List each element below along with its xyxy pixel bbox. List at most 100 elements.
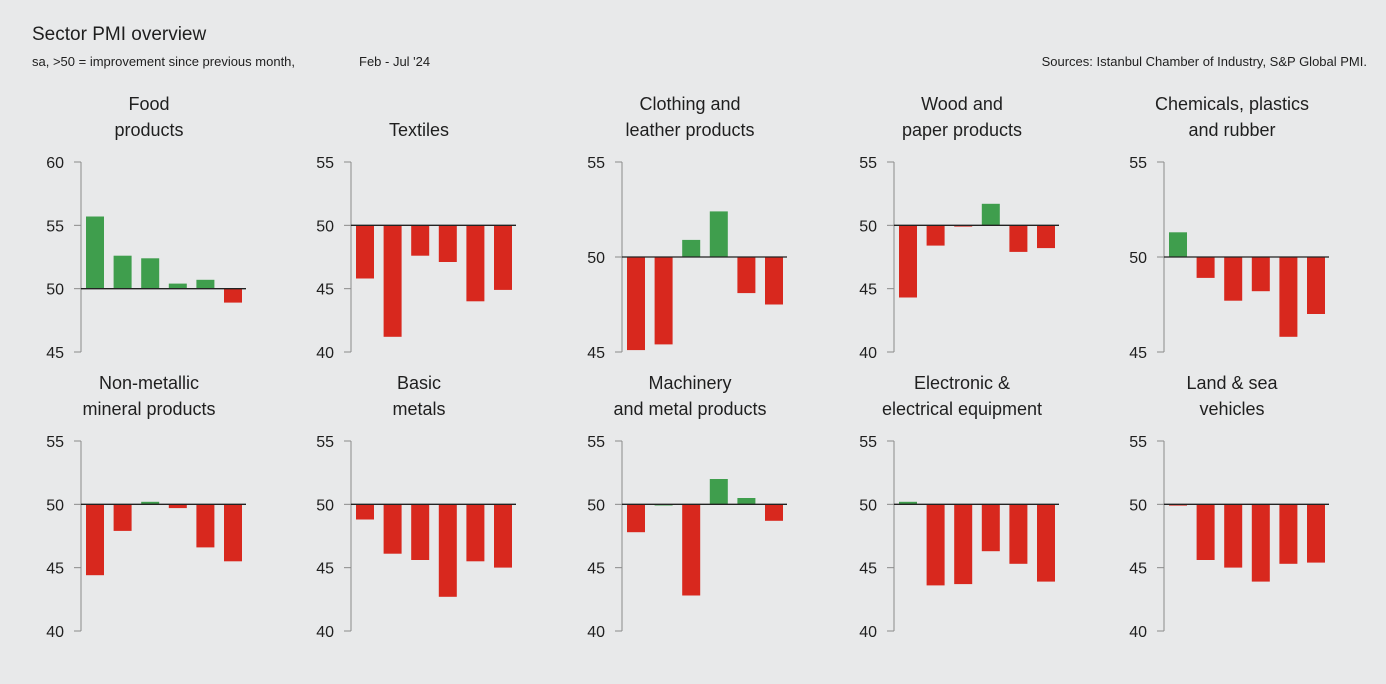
bar (168, 504, 187, 509)
bar (1224, 504, 1243, 568)
chart-title: and metal products (613, 399, 766, 419)
bar (1307, 257, 1325, 314)
chart-title: Machinery (648, 373, 731, 393)
bar (466, 225, 485, 302)
y-tick-label: 50 (587, 497, 605, 514)
page-subtitle: sa, >50 = improvement since previous mon… (32, 54, 296, 69)
bar (899, 225, 917, 298)
bar (224, 504, 242, 562)
bar (1037, 504, 1055, 582)
chart-title: paper products (902, 120, 1022, 140)
y-tick-label: 45 (587, 345, 605, 362)
y-tick-label: 50 (46, 282, 64, 299)
chart-title: Clothing and (639, 94, 740, 114)
chart-title: mineral products (82, 399, 215, 419)
bar (709, 479, 728, 505)
bar (981, 203, 1000, 226)
bar (954, 504, 973, 585)
y-tick-label: 55 (859, 155, 877, 172)
y-tick-label: 55 (1129, 155, 1147, 172)
bar (86, 504, 104, 576)
bar (1279, 257, 1298, 337)
bar (654, 257, 673, 345)
y-tick-label: 45 (1129, 561, 1147, 578)
chart-title: Food (128, 94, 169, 114)
bar (627, 257, 645, 351)
bar (682, 504, 701, 596)
y-tick-label: 55 (46, 218, 64, 235)
y-tick-label: 55 (316, 434, 334, 451)
chart-panel: Electronic & electrical equipment 40 45 50 55 (859, 373, 1059, 641)
bar (765, 257, 783, 305)
bar (1279, 504, 1298, 564)
y-tick-label: 40 (587, 624, 605, 641)
chart-title: Land & sea (1186, 373, 1278, 393)
y-tick-label: 55 (587, 434, 605, 451)
chart-panel: Textiles 40 45 50 55 (316, 120, 516, 362)
bar (196, 504, 215, 548)
y-tick-label: 45 (859, 561, 877, 578)
chart-panel: Wood and paper products 40 45 50 55 (859, 94, 1059, 362)
bar (196, 279, 215, 289)
y-tick-label: 50 (316, 218, 334, 235)
y-tick-label: 45 (46, 561, 64, 578)
bar (737, 257, 756, 294)
bar (1307, 504, 1325, 563)
chart-panel: Clothing and leather products 45 50 55 (587, 94, 787, 362)
y-tick-label: 45 (859, 282, 877, 299)
chart-title: Basic (397, 373, 441, 393)
chart-panel: Non-metallic mineral products 40 45 50 55 (46, 373, 246, 641)
y-tick-label: 40 (46, 624, 64, 641)
y-tick-label: 45 (316, 282, 334, 299)
bar (141, 258, 160, 289)
chart-title: Chemicals, plastics (1155, 94, 1309, 114)
bar (224, 288, 242, 303)
y-tick-label: 50 (587, 250, 605, 267)
bar (899, 501, 917, 505)
chart-title: electrical equipment (882, 399, 1042, 419)
y-tick-label: 50 (859, 218, 877, 235)
y-tick-label: 40 (859, 345, 877, 362)
bar (356, 225, 374, 279)
chart-title: leather products (625, 120, 754, 140)
bar (765, 504, 783, 521)
period-label: Feb - Jul '24 (359, 54, 431, 69)
source-note: Sources: Istanbul Chamber of Industry, S… (1041, 54, 1367, 69)
chart-panel: Chemicals, plastics and rubber 45 50 55 (1129, 94, 1329, 362)
bar (1009, 225, 1028, 252)
bar (168, 283, 187, 289)
page-title: Sector PMI overview (32, 24, 207, 45)
y-tick-label: 55 (46, 434, 64, 451)
y-tick-label: 45 (46, 345, 64, 362)
y-tick-label: 60 (46, 155, 64, 172)
y-tick-label: 50 (316, 497, 334, 514)
chart-panel: Food products 45 50 55 60 (46, 94, 246, 362)
bar (383, 225, 402, 337)
bar (627, 504, 645, 533)
bar (1196, 504, 1215, 560)
chart-panel: Land & sea vehicles 40 45 50 55 (1129, 373, 1329, 641)
bar (981, 504, 1000, 552)
bar (411, 504, 430, 560)
y-tick-label: 45 (587, 561, 605, 578)
y-tick-label: 40 (1129, 624, 1147, 641)
y-tick-label: 55 (859, 434, 877, 451)
bar (737, 498, 756, 505)
bar (411, 225, 430, 256)
chart-panel: Basic metals 40 45 50 55 (316, 373, 516, 641)
bar (494, 225, 512, 290)
bar (141, 501, 160, 505)
y-tick-label: 50 (859, 497, 877, 514)
bar (1224, 257, 1243, 301)
bar (113, 504, 132, 531)
bar (1196, 257, 1215, 278)
chart-title: Textiles (389, 120, 449, 140)
y-tick-label: 55 (1129, 434, 1147, 451)
y-tick-label: 50 (1129, 497, 1147, 514)
y-tick-label: 50 (1129, 250, 1147, 267)
bar (1251, 257, 1270, 292)
chart-title: vehicles (1199, 399, 1264, 419)
bar (926, 225, 945, 246)
bar (926, 504, 945, 586)
